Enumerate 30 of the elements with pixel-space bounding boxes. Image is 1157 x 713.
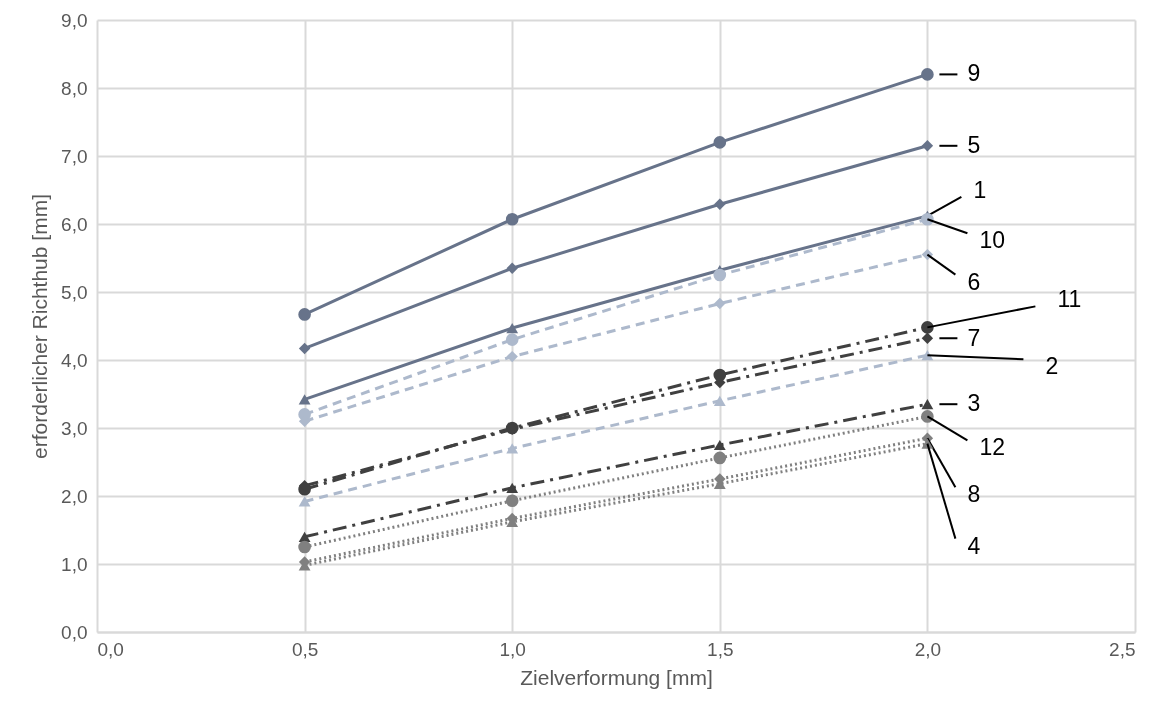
y-tick-label: 5,0 (61, 281, 88, 303)
x-axis-title: Zielverformung [mm] (520, 665, 713, 689)
series-label: 3 (967, 390, 981, 417)
x-tick-label: 0,5 (291, 638, 319, 660)
series-label: 5 (967, 131, 981, 158)
y-tick-label: 6,0 (61, 213, 88, 235)
y-tick-label: 9,0 (61, 9, 88, 31)
series-label: 6 (967, 268, 981, 295)
series-label: 9 (967, 60, 981, 87)
text: 11 (1057, 286, 1082, 313)
x-tick-label: 1,0 (499, 638, 526, 660)
text: 8 (967, 481, 981, 508)
y-axis-title: erforderlicher Richthub [mm] (28, 194, 52, 459)
x-tick-label: 2,5 (1109, 638, 1136, 660)
series-label: 7 (967, 325, 981, 352)
x-tick-label: 2,0 (914, 638, 942, 660)
y-tick-label: 8,0 (61, 77, 88, 99)
x-tick-label: 0,0 (97, 638, 124, 660)
series-label: 1 (973, 176, 987, 203)
text: 12 (979, 434, 1005, 461)
y-tick-label: 1,0 (61, 553, 88, 575)
text: 2 (1045, 353, 1059, 380)
y-tick-label: 4,0 (61, 349, 88, 371)
y-tick-label: 3,0 (61, 417, 88, 439)
y-tick-label: 2,0 (61, 485, 88, 507)
text: 4 (967, 532, 981, 559)
y-tick-label: 7,0 (61, 145, 88, 167)
y-tick-label: 0,0 (61, 621, 88, 643)
x-tick-label: 1,5 (707, 638, 734, 660)
text: 10 (979, 227, 1005, 254)
